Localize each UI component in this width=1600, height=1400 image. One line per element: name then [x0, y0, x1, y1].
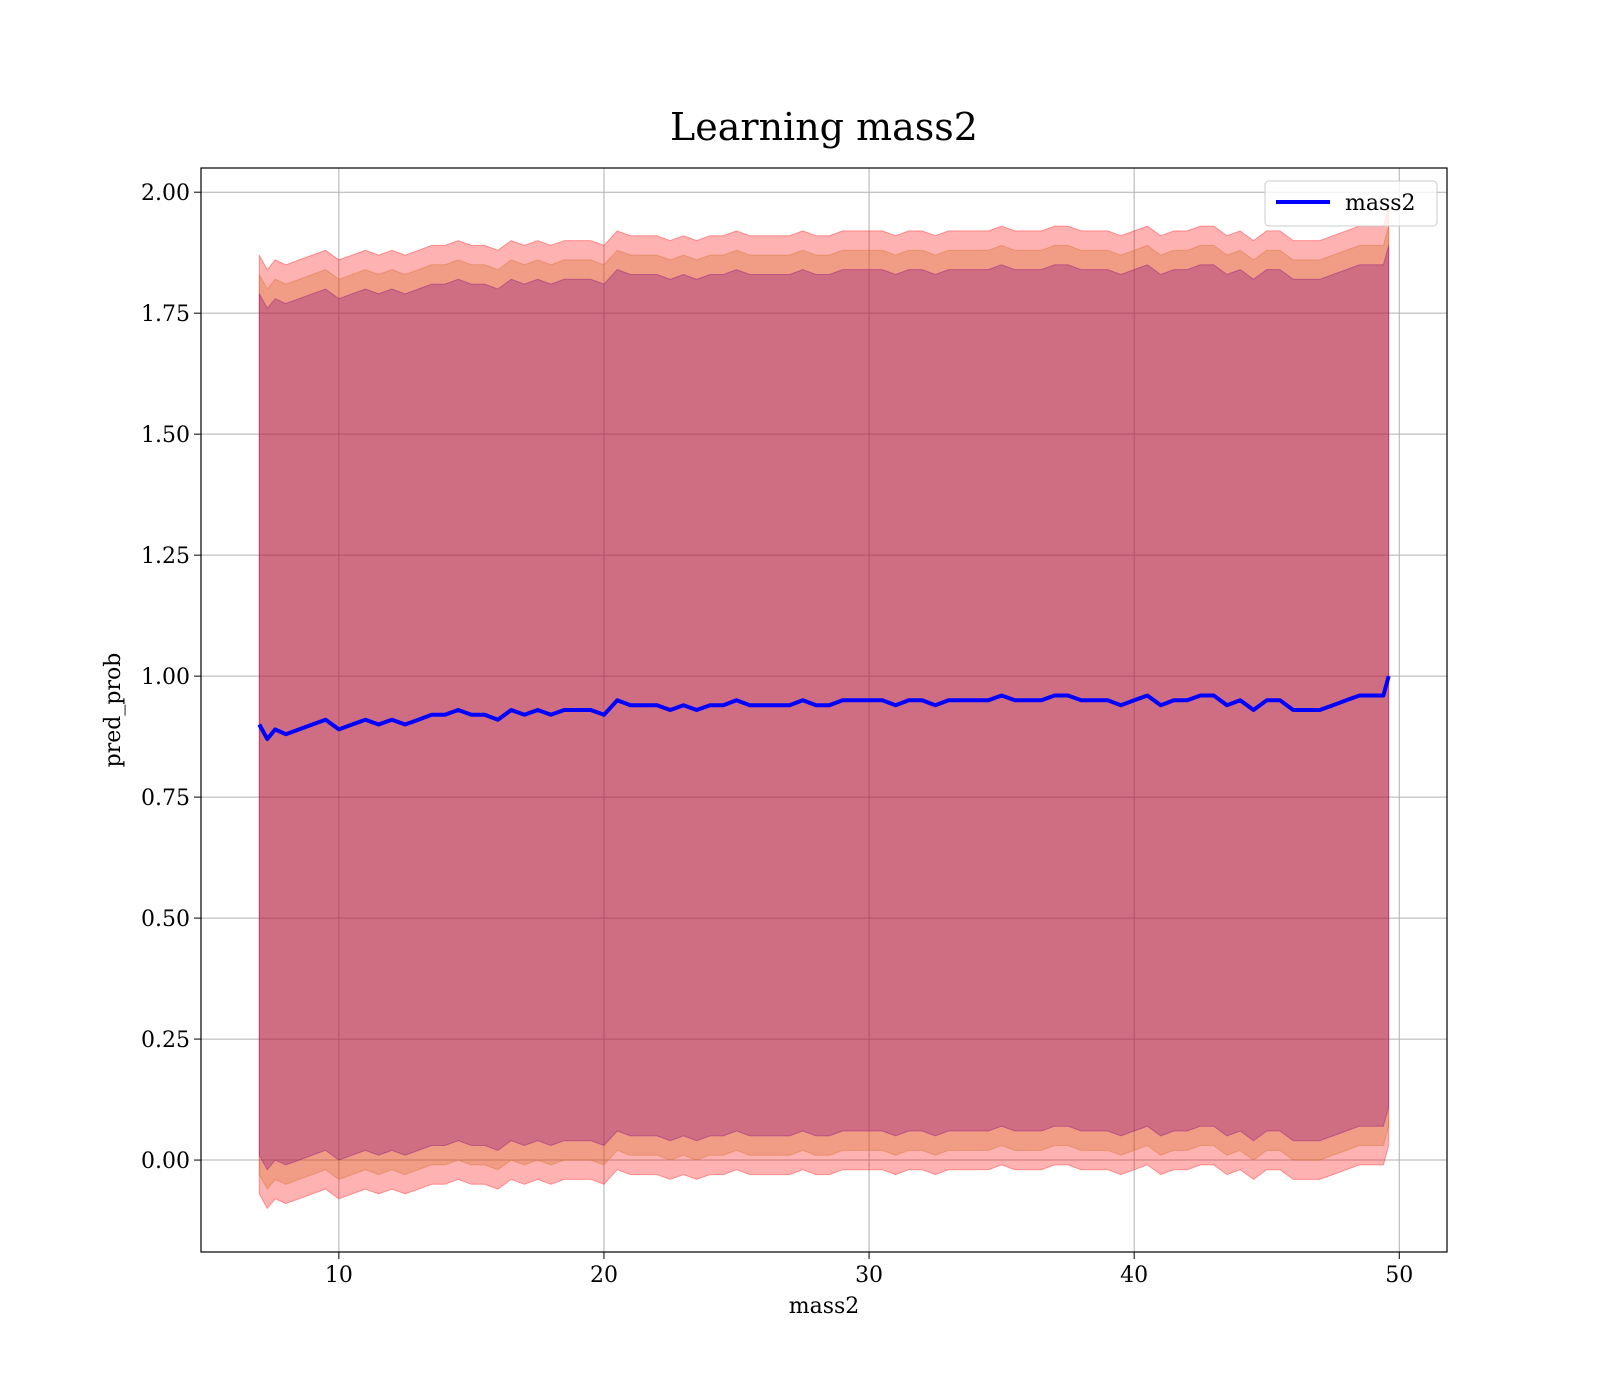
x-tick-label: 20: [590, 1263, 618, 1288]
x-axis-title: mass2: [789, 1294, 860, 1319]
y-tick-label: 2.00: [141, 181, 190, 206]
y-tick-label: 0.25: [141, 1028, 190, 1053]
x-tick-label: 50: [1385, 1263, 1413, 1288]
y-tick-label: 0.00: [141, 1149, 190, 1174]
y-axis-title: pred_prob: [101, 653, 126, 768]
band-inner: [259, 245, 1388, 1169]
x-tick-label: 30: [855, 1263, 883, 1288]
y-tick-label: 1.50: [141, 423, 190, 448]
legend-label-mass2: mass2: [1345, 191, 1416, 216]
y-tick-label: 1.75: [141, 302, 190, 327]
y-tick-label: 0.75: [141, 786, 190, 811]
legend: mass2: [1265, 181, 1437, 226]
uncertainty-bands: [259, 207, 1388, 1209]
x-tick-label: 10: [325, 1263, 353, 1288]
chart-title: Learning mass2: [670, 105, 978, 149]
y-tick-label: 1.25: [141, 544, 190, 569]
y-tick-label: 1.00: [141, 665, 190, 690]
x-tick-label: 40: [1120, 1263, 1148, 1288]
y-tick-label: 0.50: [141, 907, 190, 932]
